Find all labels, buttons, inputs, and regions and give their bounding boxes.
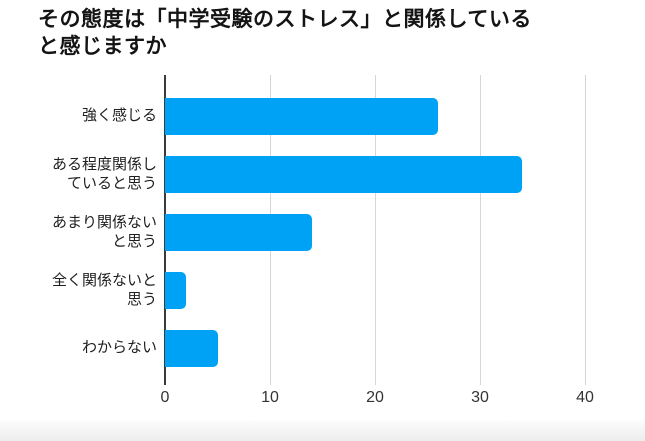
category-label: 全く関係ないと 思う: [51, 271, 157, 309]
x-tick-label: 10: [261, 389, 279, 406]
gridline-x-30: [480, 75, 481, 385]
category-label: あまり関係ない と思う: [51, 213, 157, 251]
category-label: ある程度関係し ていると思う: [51, 155, 157, 193]
category-label: 強く感じる: [81, 107, 157, 125]
bar-row: [165, 261, 585, 319]
x-tick-label: 0: [160, 389, 170, 406]
x-tick-label: 20: [366, 389, 384, 406]
bar-row: [165, 319, 585, 377]
bar-row: [165, 145, 585, 203]
bar-row: [165, 87, 585, 145]
bottom-strip: [0, 420, 645, 441]
bar: [165, 271, 186, 309]
chart-title: その態度は「中学受験のストレス」と関係している と感じますか: [38, 8, 532, 58]
gridline-x-40: [585, 75, 586, 385]
gridline-x-20: [375, 75, 376, 385]
bar: [165, 97, 438, 135]
category-label: わからない: [81, 339, 157, 357]
bar-row: [165, 203, 585, 261]
x-tick-label: 40: [576, 389, 594, 406]
bar: [165, 155, 522, 193]
bars-container: [165, 87, 585, 377]
bar: [165, 213, 312, 251]
bar: [165, 329, 218, 367]
x-axis-tick-labels: 0 10 20 30 40: [161, 389, 594, 409]
category-labels: 強く感じるある程度関係し ていると思う あまり関係ない と思う 全く関係ないと 思う…: [0, 87, 157, 377]
x-tick-label: 30: [471, 389, 489, 406]
